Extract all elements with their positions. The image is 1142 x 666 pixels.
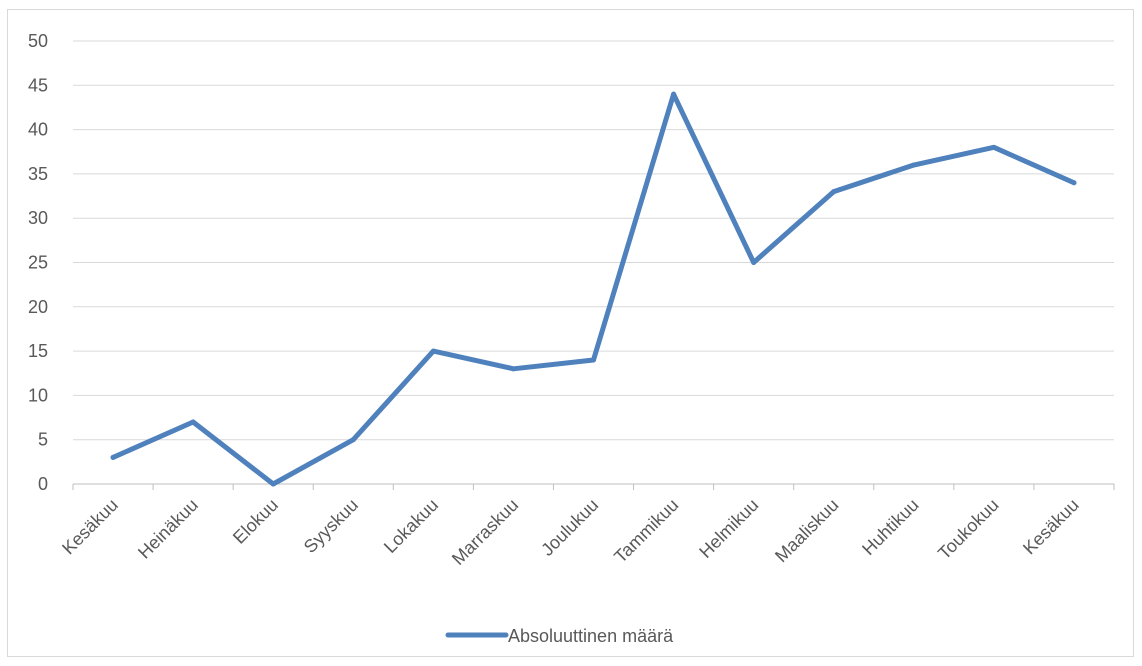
y-tick-label: 10 <box>28 385 48 405</box>
y-tick-label: 45 <box>28 75 48 95</box>
data-point <box>1071 180 1077 186</box>
x-tick-label: Joulukuu <box>537 495 602 560</box>
series-layer <box>110 91 1077 487</box>
y-tick-label: 35 <box>28 164 48 184</box>
x-tick-label: Kesäkuu <box>1019 495 1083 559</box>
data-point <box>991 144 997 150</box>
y-tick-label: 20 <box>28 297 48 317</box>
x-axis <box>72 483 1115 490</box>
x-axis-tick-labels: Kesäkuu Heinäkuu Elokuu Syyskuu Lokakuu Marra… <box>58 495 1083 569</box>
x-tick-label: Tammikuu <box>610 495 682 567</box>
x-tick-label: Marraskuu <box>448 495 522 569</box>
y-tick-label: 50 <box>28 31 48 51</box>
y-tick-label: 5 <box>38 430 48 450</box>
series-line <box>110 91 1077 487</box>
data-point <box>190 419 196 425</box>
data-point <box>110 454 116 460</box>
x-tick-label: Maaliskuu <box>771 495 842 566</box>
y-tick-label: 25 <box>28 253 48 273</box>
legend: Absoluuttinen määrä <box>445 626 674 646</box>
x-tick-label: Lokakuu <box>380 495 442 557</box>
x-tick-label: Heinäkuu <box>134 495 202 563</box>
data-point <box>591 357 596 363</box>
x-tick-label: Toukokuu <box>934 495 1003 564</box>
gridlines <box>73 40 1114 441</box>
x-tick-label: Elokuu <box>229 495 282 548</box>
chart-frame <box>7 9 1134 657</box>
y-tick-label: 40 <box>28 120 48 140</box>
data-point <box>751 260 757 265</box>
data-point <box>911 162 917 168</box>
data-point <box>671 91 677 97</box>
data-point <box>270 481 276 487</box>
y-tick-label: 0 <box>38 474 48 494</box>
y-tick-label: 30 <box>28 208 48 228</box>
y-axis-tick-labels: 0 5 10 15 20 25 30 35 40 45 50 <box>28 31 48 494</box>
data-point <box>831 189 837 195</box>
x-tick-label: Kesäkuu <box>58 495 122 559</box>
data-point <box>430 348 436 354</box>
x-tick-label: Huhtikuu <box>858 495 922 559</box>
x-tick-label: Helmikuu <box>695 495 762 562</box>
legend-label: Absoluuttinen määrä <box>508 626 674 646</box>
y-tick-label: 15 <box>28 341 48 361</box>
data-point <box>510 366 516 372</box>
data-point <box>350 437 356 443</box>
x-tick-label: Syyskuu <box>300 495 362 557</box>
